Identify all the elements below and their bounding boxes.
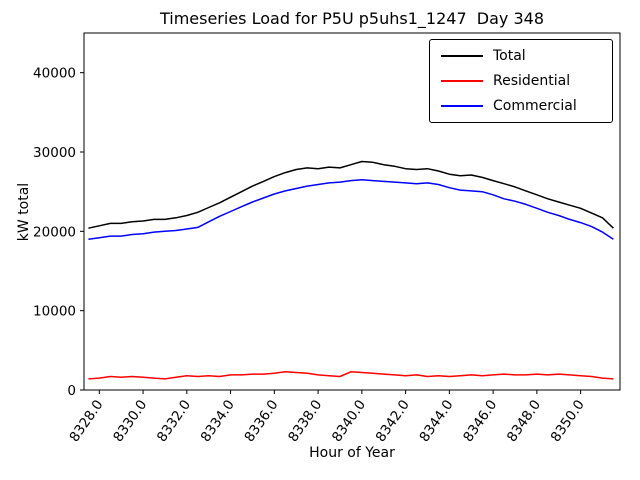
legend-line-sample <box>441 55 483 57</box>
x-axis-label: Hour of Year <box>309 445 395 461</box>
x-tick-label: 8348.0 <box>504 397 544 445</box>
x-tick-label: 8332.0 <box>154 397 194 445</box>
series-line-total <box>88 160 614 229</box>
x-tick-label: 8336.0 <box>241 397 281 445</box>
legend-item-total: Total <box>441 48 601 64</box>
legend-line-sample <box>441 80 483 82</box>
chart-title: Timeseries Load for P5U p5uhs1_1247 Day … <box>159 9 545 28</box>
y-tick-label: 30000 <box>33 145 76 161</box>
x-tick-label: 8338.0 <box>285 397 325 445</box>
x-tick-label: 8334.0 <box>198 397 238 445</box>
x-tick-label: 8340.0 <box>329 397 369 445</box>
x-tick-label: 8342.0 <box>373 397 413 445</box>
y-tick-label: 40000 <box>33 66 76 82</box>
series-line-commercial <box>88 179 614 241</box>
y-tick-label: 0 <box>67 383 76 399</box>
legend-label: Total <box>493 48 526 64</box>
legend-label: Commercial <box>493 98 577 114</box>
y-axis-label: kW total <box>16 182 32 242</box>
legend-line-sample <box>441 105 483 107</box>
x-tick-label: 8350.0 <box>548 397 588 445</box>
x-tick-label: 8328.0 <box>66 397 106 445</box>
legend-label: Residential <box>493 73 571 89</box>
y-tick-label: 20000 <box>33 224 76 240</box>
legend-item-commercial: Commercial <box>441 98 601 114</box>
series-line-residential <box>88 371 614 380</box>
x-tick-label: 8330.0 <box>110 397 150 445</box>
legend-item-residential: Residential <box>441 73 601 89</box>
y-tick-label: 10000 <box>33 304 76 320</box>
x-tick-label: 8346.0 <box>460 397 500 445</box>
x-tick-label: 8344.0 <box>416 397 456 445</box>
legend: Total Residential Commercial <box>429 39 613 123</box>
axes-frame <box>83 32 621 391</box>
